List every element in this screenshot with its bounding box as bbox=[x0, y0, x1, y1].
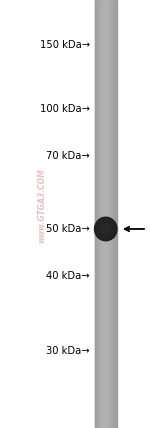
Bar bbox=[100, 0, 101, 428]
Bar bbox=[108, 0, 109, 428]
Text: 50 kDa→: 50 kDa→ bbox=[46, 224, 90, 234]
Bar bbox=[105, 0, 106, 428]
Bar bbox=[95, 0, 96, 428]
Text: 70 kDa→: 70 kDa→ bbox=[46, 151, 90, 161]
Bar bbox=[106, 0, 107, 428]
Text: 40 kDa→: 40 kDa→ bbox=[46, 271, 90, 281]
Bar bbox=[99, 0, 100, 428]
Text: 150 kDa→: 150 kDa→ bbox=[40, 40, 90, 50]
Bar bbox=[102, 0, 103, 428]
Bar bbox=[104, 0, 105, 428]
Bar bbox=[97, 0, 98, 428]
Bar bbox=[109, 0, 110, 428]
Bar bbox=[96, 0, 97, 428]
Bar bbox=[110, 0, 111, 428]
Bar bbox=[103, 0, 104, 428]
Text: 100 kDa→: 100 kDa→ bbox=[40, 104, 90, 114]
Bar bbox=[115, 0, 116, 428]
Bar bbox=[98, 0, 99, 428]
Text: 30 kDa→: 30 kDa→ bbox=[46, 346, 90, 356]
Bar bbox=[95, 0, 116, 428]
Bar bbox=[114, 0, 115, 428]
Text: www.GTGA3.COM: www.GTGA3.COM bbox=[38, 168, 46, 243]
Bar bbox=[116, 0, 117, 428]
Bar bbox=[109, 0, 110, 428]
Bar bbox=[111, 0, 112, 428]
Bar bbox=[101, 0, 102, 428]
Ellipse shape bbox=[94, 217, 117, 241]
Bar bbox=[112, 0, 113, 428]
Bar bbox=[113, 0, 114, 428]
Ellipse shape bbox=[101, 224, 111, 234]
Bar bbox=[107, 0, 108, 428]
